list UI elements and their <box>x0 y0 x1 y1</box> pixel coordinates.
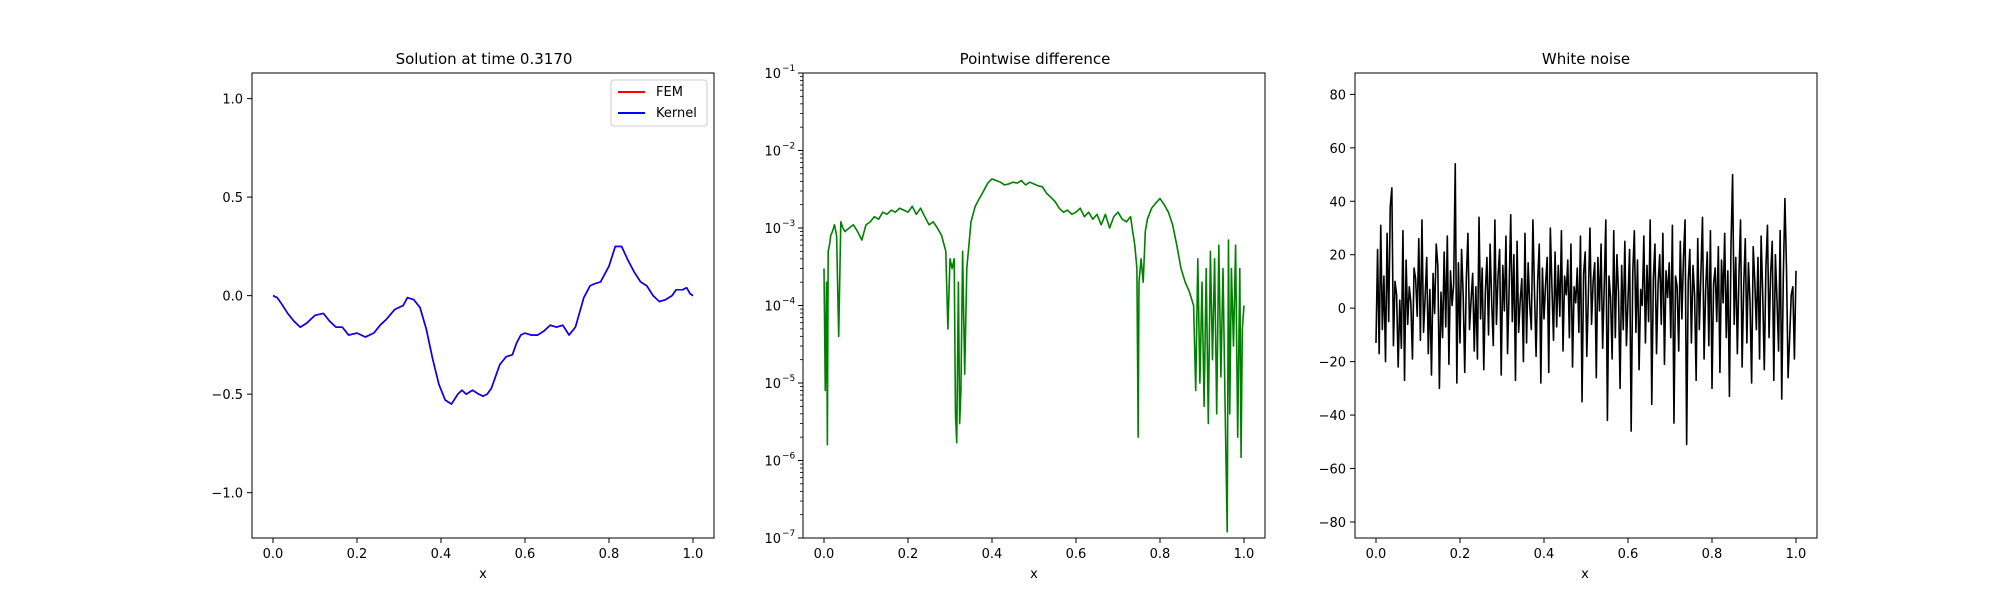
x-tick-label: 0.2 <box>898 547 919 562</box>
x-tick-label: 1.0 <box>683 547 704 562</box>
x-tick-label: 0.0 <box>814 547 835 562</box>
legend-label-fem: FEM <box>656 85 683 100</box>
panel-noise-title: White noise <box>1542 50 1630 68</box>
legend: FEM Kernel <box>610 79 708 127</box>
x-tick-label: 0.6 <box>1618 547 1639 562</box>
y-tick-label: −40 <box>1319 409 1346 424</box>
y-tick-exponent: −3 <box>782 219 795 229</box>
x-tick-label: 0.8 <box>599 547 620 562</box>
panel-noise-ticks: 0.0 0.2 0.4 0.6 0.8 1.0 −80 −60 −40 −20 0 20 40 60 80 <box>1319 88 1807 562</box>
panel-noise-frame <box>1354 72 1818 539</box>
y-tick-exponent: −6 <box>782 452 796 462</box>
panel-difference-lines <box>823 178 1245 533</box>
y-tick-label: −60 <box>1319 463 1346 478</box>
panel-difference-ticks: 0.0 0.2 0.4 0.6 0.8 1.010−710−610−510−410−310… <box>764 64 1254 562</box>
x-tick-label: 0.4 <box>982 547 1003 562</box>
y-tick-exponent: −2 <box>782 142 795 152</box>
x-tick-label: 1.0 <box>1786 547 1807 562</box>
y-tick-label: 20 <box>1329 249 1346 264</box>
x-tick-label: 0.4 <box>431 547 452 562</box>
x-tick-label: 0.4 <box>1534 547 1555 562</box>
y-tick-label: −0.5 <box>211 388 243 403</box>
y-tick-exponent: −1 <box>782 64 795 74</box>
panel-solution-ticks: 0.0 0.2 0.4 0.6 0.8 1.0 −1.0 −0.5 0.0 0.5 1.0 <box>211 93 703 562</box>
y-tick-label: 10 <box>764 377 781 392</box>
legend-label-kernel: Kernel <box>656 106 697 121</box>
y-tick-label: −20 <box>1319 356 1346 371</box>
panel-solution-frame <box>251 72 715 539</box>
panel-difference-title: Pointwise difference <box>960 50 1111 68</box>
y-tick-label: 10 <box>764 532 781 547</box>
panel-solution: Solution at time 0.3170 0.0 0.2 0.4 0.6 0.8 1… <box>211 50 715 582</box>
y-tick-label: 10 <box>764 145 781 160</box>
y-tick-label: 10 <box>764 300 781 315</box>
x-tick-label: 0.6 <box>515 547 536 562</box>
y-tick-exponent: −4 <box>782 297 796 307</box>
y-tick-label: 10 <box>764 455 781 470</box>
series-line-1-0 <box>823 178 1245 533</box>
y-tick-exponent: −5 <box>782 374 795 384</box>
panel-noise-xlabel: x <box>1581 567 1589 582</box>
x-tick-label: 0.0 <box>263 547 284 562</box>
panel-solution-title: Solution at time 0.3170 <box>396 50 573 68</box>
x-tick-label: 0.0 <box>1366 547 1387 562</box>
panel-difference-xlabel: x <box>1030 567 1038 582</box>
x-tick-label: 0.2 <box>1450 547 1471 562</box>
y-tick-label: 0.0 <box>222 290 243 305</box>
x-tick-label: 0.8 <box>1702 547 1723 562</box>
x-tick-label: 0.6 <box>1066 547 1087 562</box>
series-line-2-0 <box>1375 163 1797 446</box>
y-tick-label: 0 <box>1338 302 1346 317</box>
panel-solution-lines <box>272 245 694 405</box>
x-tick-label: 0.8 <box>1150 547 1171 562</box>
y-tick-label: −80 <box>1319 516 1346 531</box>
panel-noise: White noise 0.0 0.2 0.4 0.6 0.8 1.0 −80 −60 −40 −… <box>1319 50 1818 582</box>
series-line-kernel <box>272 245 694 405</box>
panel-difference: Pointwise difference 0.0 0.2 0.4 0.6 0.8 1.0 1… <box>764 50 1266 582</box>
y-tick-label: 10 <box>764 67 781 82</box>
y-tick-label: 0.5 <box>222 191 243 206</box>
y-tick-exponent: −7 <box>782 529 795 539</box>
y-tick-label: 40 <box>1329 195 1346 210</box>
x-tick-label: 0.2 <box>347 547 368 562</box>
x-tick-label: 1.0 <box>1234 547 1255 562</box>
y-tick-label: −1.0 <box>211 487 243 502</box>
y-tick-label: 60 <box>1329 142 1346 157</box>
y-tick-label: 1.0 <box>222 93 243 108</box>
panel-difference-frame <box>802 72 1266 539</box>
y-tick-label: 10 <box>764 222 781 237</box>
panel-noise-lines <box>1375 163 1797 446</box>
y-tick-label: 80 <box>1329 88 1346 103</box>
panel-solution-xlabel: x <box>479 567 487 582</box>
